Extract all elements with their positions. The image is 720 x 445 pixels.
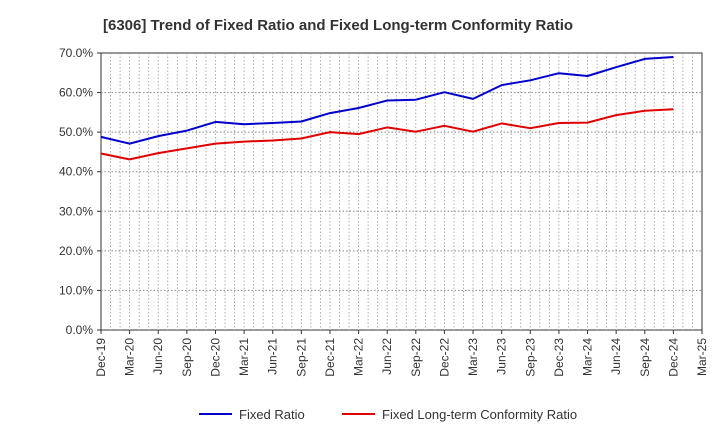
y-tick-label: 70.0%: [59, 46, 93, 60]
grid: [100, 52, 703, 331]
legend: Fixed Ratio Fixed Long-term Conformity Ra…: [199, 407, 577, 422]
x-tick-label: Sep-24: [638, 338, 652, 377]
y-tick-label: 30.0%: [59, 204, 93, 218]
x-tick-label: Mar-20: [123, 338, 137, 376]
x-tick-label: Jun-21: [266, 338, 280, 375]
chart-title: [6306] Trend of Fixed Ratio and Fixed Lo…: [103, 17, 573, 34]
x-tick-label: Sep-23: [523, 338, 537, 377]
x-tick-label: Jun-20: [151, 338, 165, 375]
series-line-2: [100, 108, 674, 161]
x-tick-label: Mar-24: [581, 338, 595, 376]
x-tick-label: Mar-23: [466, 338, 480, 376]
legend-label: Fixed Long-term Conformity Ratio: [382, 407, 577, 422]
x-tick-label: Sep-20: [180, 338, 194, 377]
x-tick-label: Jun-24: [609, 338, 623, 375]
x-tick-label: Dec-20: [208, 338, 222, 377]
x-tick-label: Mar-25: [695, 338, 709, 376]
x-tick-label: Dec-21: [323, 338, 337, 377]
x-tick-label: Sep-21: [294, 338, 308, 377]
x-tick-label: Sep-22: [409, 338, 423, 377]
legend-label: Fixed Ratio: [239, 407, 305, 422]
y-tick-label: 10.0%: [59, 283, 93, 297]
x-tick-label: Dec-23: [552, 338, 566, 377]
y-tick-label: 50.0%: [59, 125, 93, 139]
y-axis: 0.0% 10.0% 20.0% 30.0% 40.0% 50.0% 60.0% 70.0%: [59, 46, 101, 337]
x-tick-label: Dec-24: [666, 338, 680, 377]
plot-frame: [100, 52, 703, 331]
x-tick-label: Mar-22: [352, 338, 366, 376]
y-tick-label: 20.0%: [59, 244, 93, 258]
x-tick-label: Jun-22: [380, 338, 394, 375]
y-tick-label: 40.0%: [59, 165, 93, 179]
x-tick-label: Jun-23: [495, 338, 509, 375]
series-line-1: [100, 56, 674, 145]
x-axis: Dec-19 Mar-20 Jun-20 Sep-20 Dec-20 Mar-21 Jun-…: [94, 330, 709, 377]
x-tick-label: Dec-22: [437, 338, 451, 377]
series-lines: [100, 56, 674, 161]
x-tick-label: Dec-19: [94, 338, 108, 377]
y-tick-label: 0.0%: [66, 323, 94, 337]
y-tick-label: 60.0%: [59, 86, 93, 100]
x-tick-label: Mar-21: [237, 338, 251, 376]
